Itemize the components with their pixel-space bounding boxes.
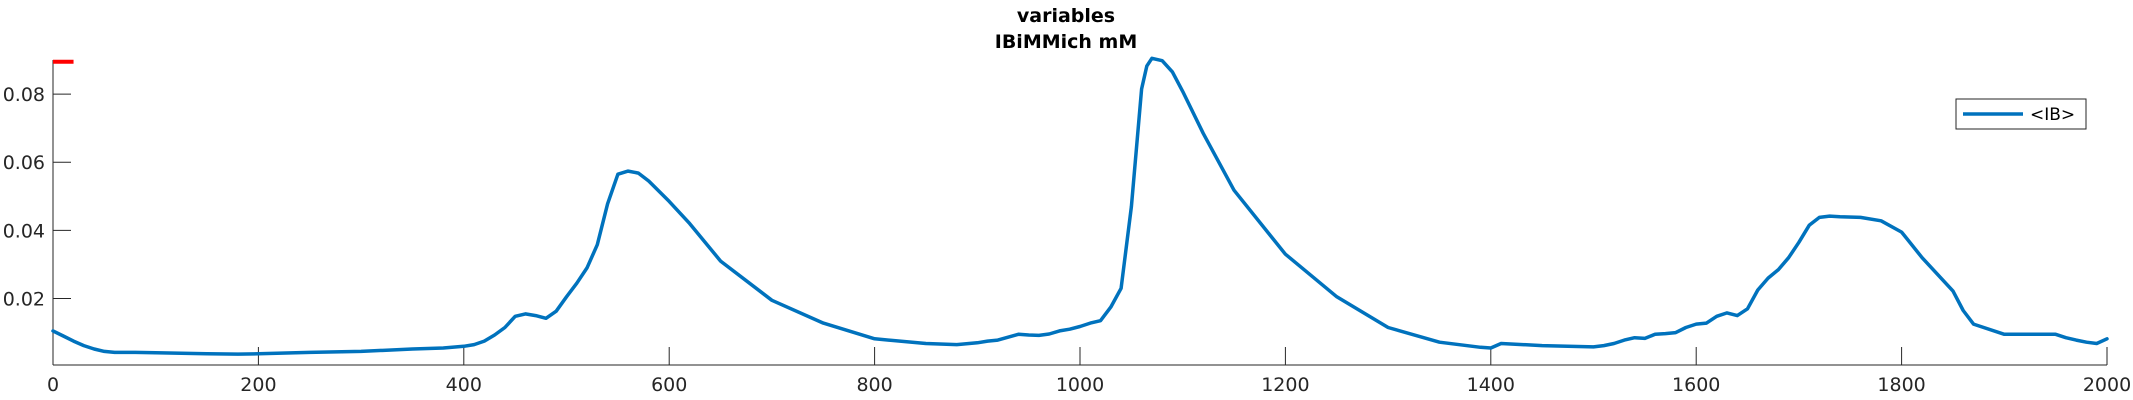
x-tick-label: 1600 bbox=[1672, 374, 1720, 396]
chart-subtitle: IBiMMich mM bbox=[995, 31, 1138, 53]
x-tick-label: 0 bbox=[47, 374, 59, 396]
y-tick-label: 0.02 bbox=[3, 289, 45, 311]
y-tick-label: 0.06 bbox=[3, 152, 45, 174]
legend[interactable]: <IB> bbox=[1955, 98, 2087, 130]
chart-title: variables bbox=[1017, 5, 1115, 27]
x-tick-label: 1800 bbox=[1877, 374, 1925, 396]
series-line-ib bbox=[51, 56, 2109, 356]
x-tick-label: 400 bbox=[446, 374, 482, 396]
legend-label-ib: <IB> bbox=[2030, 105, 2075, 125]
x-tick-label: 1000 bbox=[1056, 374, 1104, 396]
plot-area bbox=[51, 56, 2109, 356]
x-ticks: 0 200 400 600 800 1000 1200 1400 1600 1800 2000 bbox=[47, 347, 2131, 396]
x-tick-label: 1200 bbox=[1261, 374, 1309, 396]
x-tick-label: 2000 bbox=[2083, 374, 2131, 396]
axes bbox=[52, 60, 2107, 366]
x-tick-label: 200 bbox=[240, 374, 276, 396]
y-tick-label: 0.04 bbox=[3, 220, 45, 242]
y-tick-label: 0.08 bbox=[3, 84, 45, 106]
x-tick-label: 800 bbox=[856, 374, 892, 396]
x-tick-label: 1400 bbox=[1467, 374, 1515, 396]
y-ticks: 0.02 0.04 0.06 0.08 bbox=[3, 84, 71, 311]
x-tick-label: 600 bbox=[651, 374, 687, 396]
